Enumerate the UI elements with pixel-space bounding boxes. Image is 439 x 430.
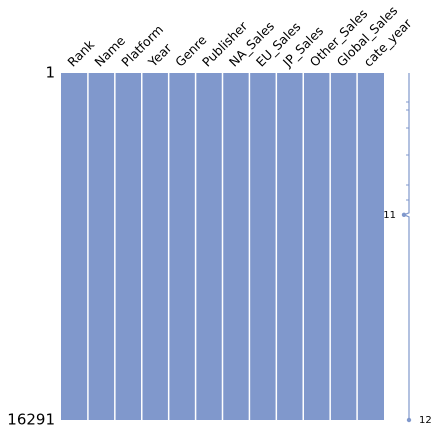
column-cell: [61, 73, 88, 420]
column-cell: [195, 73, 223, 420]
column-cell: [168, 73, 196, 420]
sparkline-min: [401, 212, 407, 218]
column-cell: [357, 73, 384, 420]
sparkline: [402, 73, 410, 420]
column-label: Rank: [64, 36, 97, 69]
sparkline-min-label: 11: [383, 210, 396, 221]
column-cell: [249, 73, 277, 420]
row-label: 16291: [7, 411, 55, 429]
row-label: 1: [45, 64, 55, 82]
column-cell: [114, 73, 142, 420]
column-cell: [276, 73, 304, 420]
sparkline-max: [406, 417, 412, 423]
column-cell: [87, 73, 115, 420]
sparkline-max-label: 12: [419, 415, 432, 426]
column-cell: [330, 73, 358, 420]
column-cell: [141, 73, 169, 420]
column-cell: [222, 73, 250, 420]
column-cell: [303, 73, 331, 420]
